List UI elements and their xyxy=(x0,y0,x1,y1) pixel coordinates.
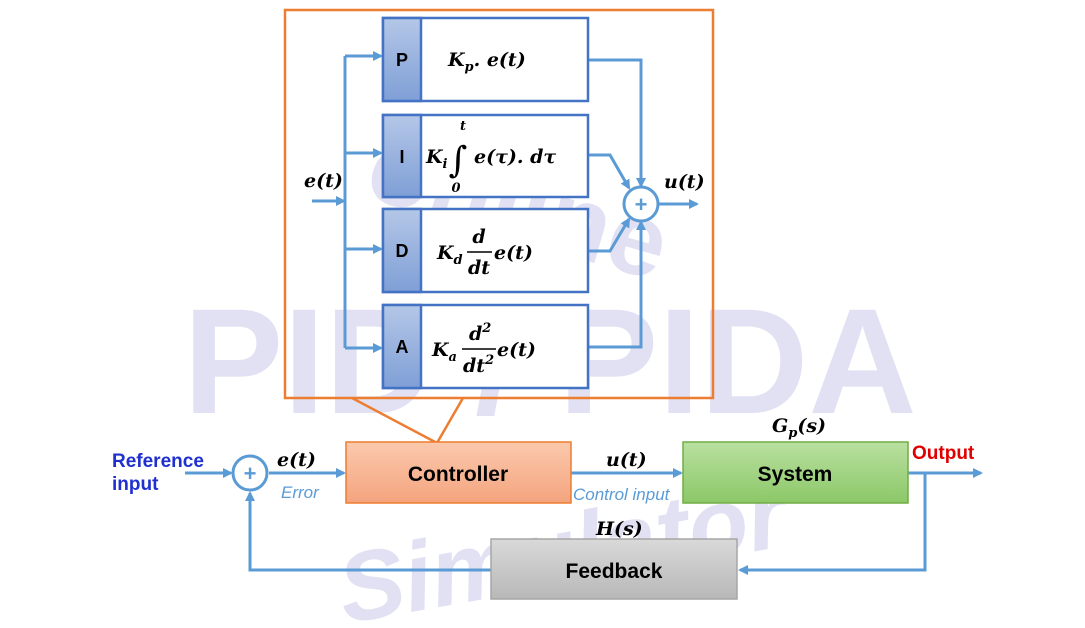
a-term-numerator: d2 xyxy=(469,321,491,345)
control-signal: u(t) xyxy=(606,449,647,471)
p-term-tag: P xyxy=(396,50,408,70)
reference-input-label-line1: Reference xyxy=(112,451,204,472)
i-term-lower-limit: 0 xyxy=(451,181,460,196)
reference-input-label-line2: input xyxy=(112,474,159,495)
feedback-transfer-function: H(s) xyxy=(595,518,643,540)
d-term-numerator: d xyxy=(472,226,485,248)
system-block: System xyxy=(682,441,909,504)
d-term-tag: D xyxy=(396,241,409,261)
p-term-formula: Kp. e(t) xyxy=(447,49,526,75)
pida-wiring xyxy=(312,51,699,353)
pida-summing-junction: + xyxy=(622,185,660,223)
system-label: System xyxy=(758,463,833,486)
a-term-expression: e(t) xyxy=(497,339,536,361)
controller-expansion-outline xyxy=(283,8,715,445)
pida-input-signal: e(t) xyxy=(304,170,343,192)
controller-block: Controller xyxy=(345,441,572,504)
output-label: Output xyxy=(912,443,975,464)
p-term-block: P Kp. e(t) xyxy=(381,16,590,103)
a-term-coefficient: Ka xyxy=(431,339,457,365)
loop-summing-junction: + xyxy=(231,454,269,492)
a-term-block: A Ka d2 dt2 e(t) xyxy=(381,303,590,390)
i-term-upper-limit: t xyxy=(460,119,466,134)
plant-transfer-function: Gp(s) xyxy=(772,415,826,441)
d-term-coefficient: Kd xyxy=(436,242,463,268)
a-term-denominator: dt2 xyxy=(463,353,494,377)
error-signal: e(t) xyxy=(277,449,316,471)
feedback-block: Feedback xyxy=(490,538,738,600)
i-term-coefficient: Ki xyxy=(425,146,448,172)
control-input-label: Control input xyxy=(573,485,671,504)
i-term-expression: e(τ). dτ xyxy=(474,146,556,168)
i-term-tag: I xyxy=(399,147,404,167)
i-term-block: I Ki t ∫ 0 e(τ). dτ xyxy=(381,113,590,199)
loop-sum-symbol: + xyxy=(244,461,257,486)
d-term-block: D Kd d dt e(t) xyxy=(381,207,590,294)
a-term-tag: A xyxy=(396,337,409,357)
d-term-expression: e(t) xyxy=(494,242,533,264)
i-term-integral-sign: ∫ xyxy=(449,140,468,181)
loop-wiring xyxy=(185,468,983,575)
pida-output-signal: u(t) xyxy=(664,171,705,193)
d-term-denominator: dt xyxy=(468,257,490,279)
error-label: Error xyxy=(281,483,320,502)
controller-label: Controller xyxy=(408,463,508,486)
pida-sum-symbol: + xyxy=(635,192,648,217)
feedback-label: Feedback xyxy=(566,560,663,583)
